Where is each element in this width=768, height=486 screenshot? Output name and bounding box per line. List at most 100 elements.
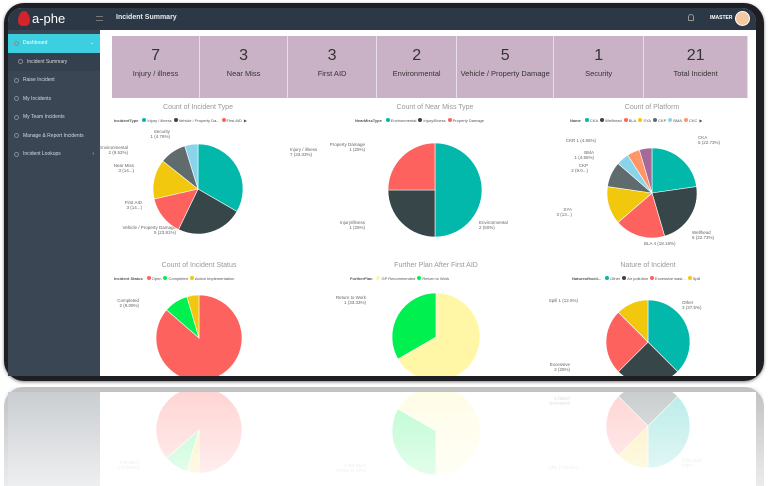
pie-slice-environmental[interactable]: [434, 142, 483, 238]
bell-icon[interactable]: [688, 14, 694, 21]
sidebar-item-label: Incident Lookups: [23, 151, 61, 158]
circle-icon: [14, 151, 19, 157]
legend-item[interactable]: Air pollution: [622, 276, 648, 281]
kpi-value: 2: [412, 47, 422, 64]
pie-slice-bla[interactable]: [617, 192, 666, 239]
pie-slice-air-pollution[interactable]: [617, 341, 679, 376]
sidebar-item-manage-report[interactable]: Manage & Report Incidents: [8, 127, 100, 146]
data-label: Vehicle / Property Damage 5 (23.81%): [122, 225, 176, 235]
legend-label: Excessive wast...: [655, 276, 686, 281]
kpi-card[interactable]: 3 Near Miss: [200, 36, 289, 98]
data-label-value: 3 (14...): [118, 168, 134, 173]
sidebar-item-label: My Incidents: [23, 95, 52, 102]
legend-item[interactable]: Property Damage: [447, 118, 484, 123]
pie-slice-property-damage[interactable]: [387, 142, 436, 191]
kpi-row: 7 Injury / illness 3 Near Miss 3 First AID 2 En…: [112, 36, 749, 98]
sidebar-item-incident-summary[interactable]: Incident Summary: [8, 52, 100, 71]
legend-swatch: [653, 118, 658, 122]
sidebar: Dashboard ⌄ Incident Summary Raise Incide…: [8, 30, 100, 376]
legend-label: Action Implementation: [194, 276, 235, 281]
pie-slice-action-implementation[interactable]: [186, 294, 200, 339]
legend-swatch: [584, 118, 589, 122]
data-label-name: Vehicle / Property Damage: [122, 225, 176, 230]
legend-item[interactable]: Injury / illness: [142, 118, 172, 123]
user-name[interactable]: IMASTER: [710, 15, 733, 21]
legend-item[interactable]: CKC: [683, 118, 697, 123]
pie-slice-injury-illness[interactable]: [387, 189, 436, 238]
kpi-card[interactable]: 21 Total Incident: [644, 36, 749, 98]
legend-title: FurtherPlan: [350, 276, 373, 281]
legend-item[interactable]: Completed: [163, 276, 188, 281]
pie-slice-wellhead[interactable]: [651, 186, 698, 237]
sidebar-item-my-team-incidents[interactable]: My Team Incidents: [8, 108, 100, 127]
pie-slice-return-to-work[interactable]: [391, 292, 437, 360]
chevron-right-icon: ›: [92, 151, 94, 158]
pie-slice-excessive[interactable]: [605, 311, 649, 373]
chart-legend: NearMissType Environmental Injury/Illness P…: [355, 118, 484, 123]
legend-item[interactable]: Return to Work: [417, 276, 449, 281]
data-label-value: 2 (9.52%): [108, 150, 128, 155]
kpi-card[interactable]: 1 Security: [554, 36, 645, 98]
kpi-card[interactable]: 3 First AID: [288, 36, 378, 98]
circle-icon: [14, 77, 19, 83]
legend-label: SYA: [643, 118, 652, 123]
avatar[interactable]: [735, 11, 750, 26]
data-label-value: 1 (4.76%): [150, 134, 170, 139]
chart-legend: NatureofIncid... Other Air pollution Excess…: [572, 276, 700, 281]
kpi-value: 7: [151, 47, 160, 64]
legend-item[interactable]: First AID: [221, 118, 242, 123]
legend-item[interactable]: SYA: [638, 118, 651, 123]
pie-slice-spill[interactable]: [617, 299, 649, 343]
data-label: Injury / illness 7 (33.33%): [290, 147, 317, 157]
sidebar-item-incident-lookups[interactable]: Incident Lookups ›: [8, 145, 100, 164]
pie-slice-cka[interactable]: [651, 147, 697, 194]
pie-slice-open[interactable]: [155, 294, 243, 376]
legend-item[interactable]: Wellhead: [600, 118, 622, 123]
data-label-value: 3 (37.5%): [682, 305, 702, 310]
kpi-value: 3: [327, 47, 337, 64]
legend-item[interactable]: Vehicle / Property Da...: [173, 118, 220, 123]
legend-item[interactable]: BMA: [668, 118, 682, 123]
legend-item[interactable]: Other: [605, 276, 620, 281]
legend-next-icon[interactable]: ▶: [699, 118, 703, 123]
kpi-card[interactable]: 2 Environmental: [377, 36, 458, 98]
legend-label: Spill: [692, 276, 701, 281]
kpi-card[interactable]: 5 Vehicle / Property Damage: [457, 36, 555, 98]
legend-item[interactable]: Injury/Illness: [418, 118, 446, 123]
legend-label: Injury/Illness: [423, 118, 446, 123]
pie-slice-other[interactable]: [647, 299, 691, 373]
legend-label: First AID: [226, 118, 242, 123]
data-label: Spill 1 (12.5%): [549, 298, 578, 303]
legend-item[interactable]: Excessive wast...: [650, 276, 686, 281]
pie-slice-ckr[interactable]: [638, 147, 653, 194]
kpi-card[interactable]: 7 Injury / illness: [112, 36, 201, 98]
kpi-label: Injury / illness: [132, 69, 179, 78]
legend-item[interactable]: GP Recommended: [376, 276, 415, 281]
legend-item[interactable]: Open: [146, 276, 161, 281]
sidebar-item-my-incidents[interactable]: My Incidents: [8, 90, 100, 109]
legend-swatch: [173, 118, 178, 122]
legend-swatch: [385, 118, 390, 122]
legend-swatch: [623, 118, 628, 122]
sidebar-item-dashboard[interactable]: Dashboard ⌄: [8, 34, 100, 53]
hamburger-menu-icon[interactable]: [96, 16, 103, 21]
legend-item[interactable]: Spill: [687, 276, 701, 281]
data-label-name: Spill 1 (12.5%): [548, 298, 578, 303]
data-label: BLA 4 (18.18%): [644, 241, 676, 246]
legend-title: NearMissType: [355, 118, 382, 123]
data-label-value: 3 (14...): [126, 205, 142, 210]
legend-item[interactable]: BLA: [623, 118, 636, 123]
chart-legend: FurtherPlan GP Recommended Return to Work: [350, 276, 449, 281]
pie-slice-vehicle-property-damage[interactable]: [178, 188, 238, 235]
data-label: SYA 3 (13...): [556, 207, 572, 217]
legend-item[interactable]: Environmental: [385, 118, 416, 123]
legend-title: IncidentType: [114, 118, 139, 123]
pie-slice-gp-recommended[interactable]: [397, 292, 481, 376]
legend-item[interactable]: CKA: [584, 118, 598, 123]
legend-item[interactable]: CKP: [653, 118, 666, 123]
pie-slice-security[interactable]: [184, 143, 199, 190]
legend-item[interactable]: Action Implementation: [189, 276, 235, 281]
pie-slice-injury-illness[interactable]: [197, 143, 244, 212]
sidebar-item-raise-incident[interactable]: Raise Incident: [8, 71, 100, 90]
legend-next-icon[interactable]: ▶: [243, 118, 247, 123]
